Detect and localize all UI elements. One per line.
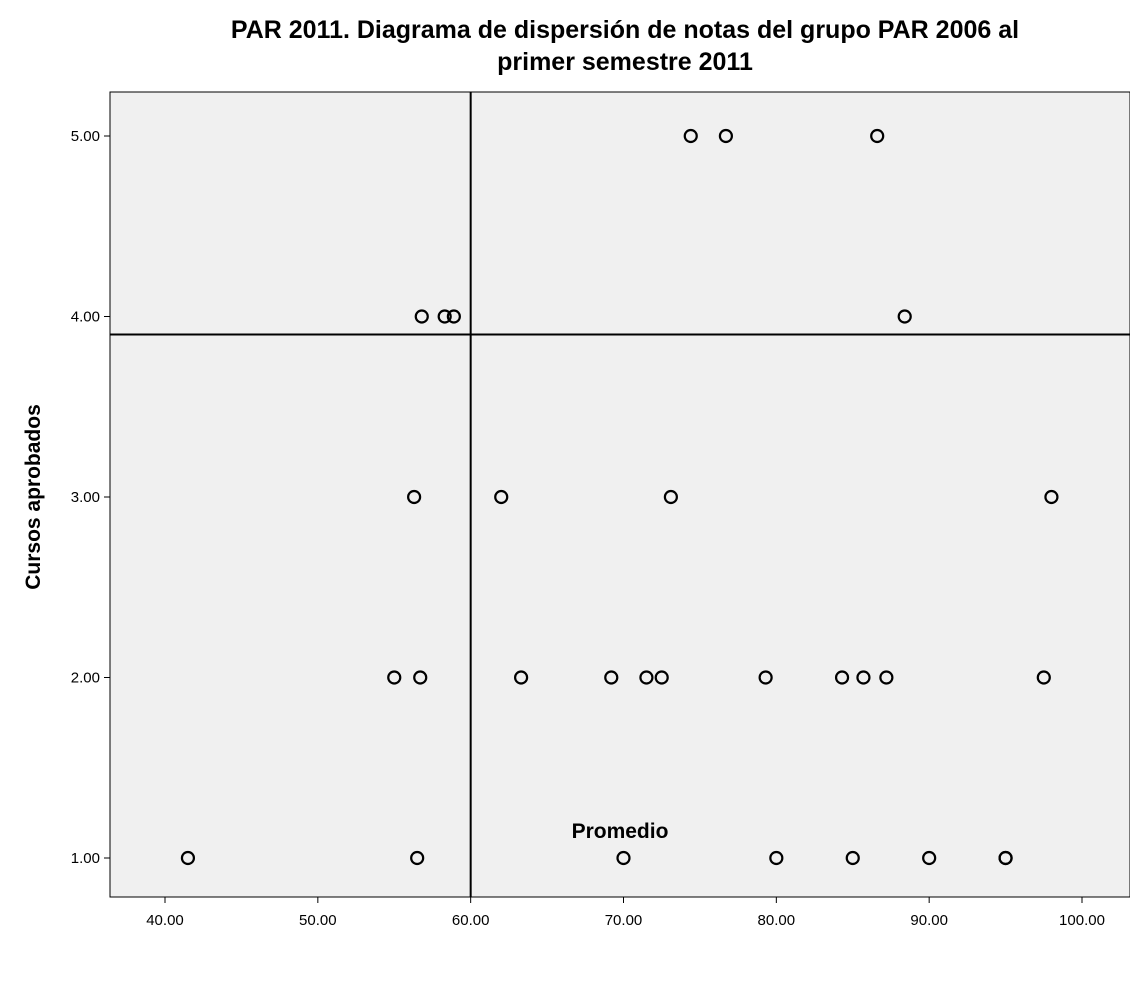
x-tick-label: 100.00 [1059,912,1105,929]
data-point [879,670,894,685]
data-point [604,670,619,685]
data-point [683,128,698,144]
y-tick-label: 2.00 [71,670,100,687]
data-point [654,670,669,685]
data-point [413,670,428,685]
data-point [180,850,196,866]
chart-title-line-1: PAR 2011. Diagrama de dispersión de nota… [230,16,1020,44]
data-point [446,309,461,324]
y-tick-label: 1.00 [71,850,100,867]
data-point [897,309,912,324]
x-axis: 40.00 50.00 60.00 70.00 80.00 90.00 100.00 [146,897,1105,929]
chart-title-line-2: primer semestre 2011 [497,48,753,76]
x-tick-label: 80.00 [758,912,796,929]
data-point [437,309,452,324]
data-point [407,489,422,505]
y-tick-label: 4.00 [71,309,100,326]
reference-lines [110,92,1130,897]
data-points [180,128,1059,866]
data-point [1044,489,1059,505]
data-point [494,489,509,505]
x-axis-title: Promedio [572,820,669,843]
x-tick-label: 50.00 [299,912,337,929]
data-point [845,850,860,866]
data-point [758,670,773,685]
data-point [998,850,1013,866]
data-point [922,850,937,866]
data-point [387,670,402,685]
data-point [1036,670,1051,685]
data-point [639,670,654,685]
chart-title: PAR 2011. Diagrama de dispersión de nota… [120,14,1130,78]
data-point [663,489,678,505]
data-point [834,670,850,685]
x-tick-label: 90.00 [910,912,948,929]
x-tick-label: 40.00 [146,912,184,929]
data-point [414,309,429,324]
x-tick-label: 60.00 [452,912,490,929]
y-axis-title: Cursos aprobados [22,404,45,590]
plot-area [109,91,1130,898]
y-tick-label: 3.00 [71,489,100,506]
data-point [769,850,784,866]
x-tick-label: 70.00 [605,912,643,929]
data-point [514,670,529,685]
data-point [856,670,871,685]
y-tick-label: 5.00 [71,128,100,145]
data-point [718,128,733,144]
y-axis: 1.00 2.00 3.00 4.00 5.00 [71,128,110,867]
data-point [410,850,425,866]
data-point [616,850,631,866]
data-point [870,128,885,144]
